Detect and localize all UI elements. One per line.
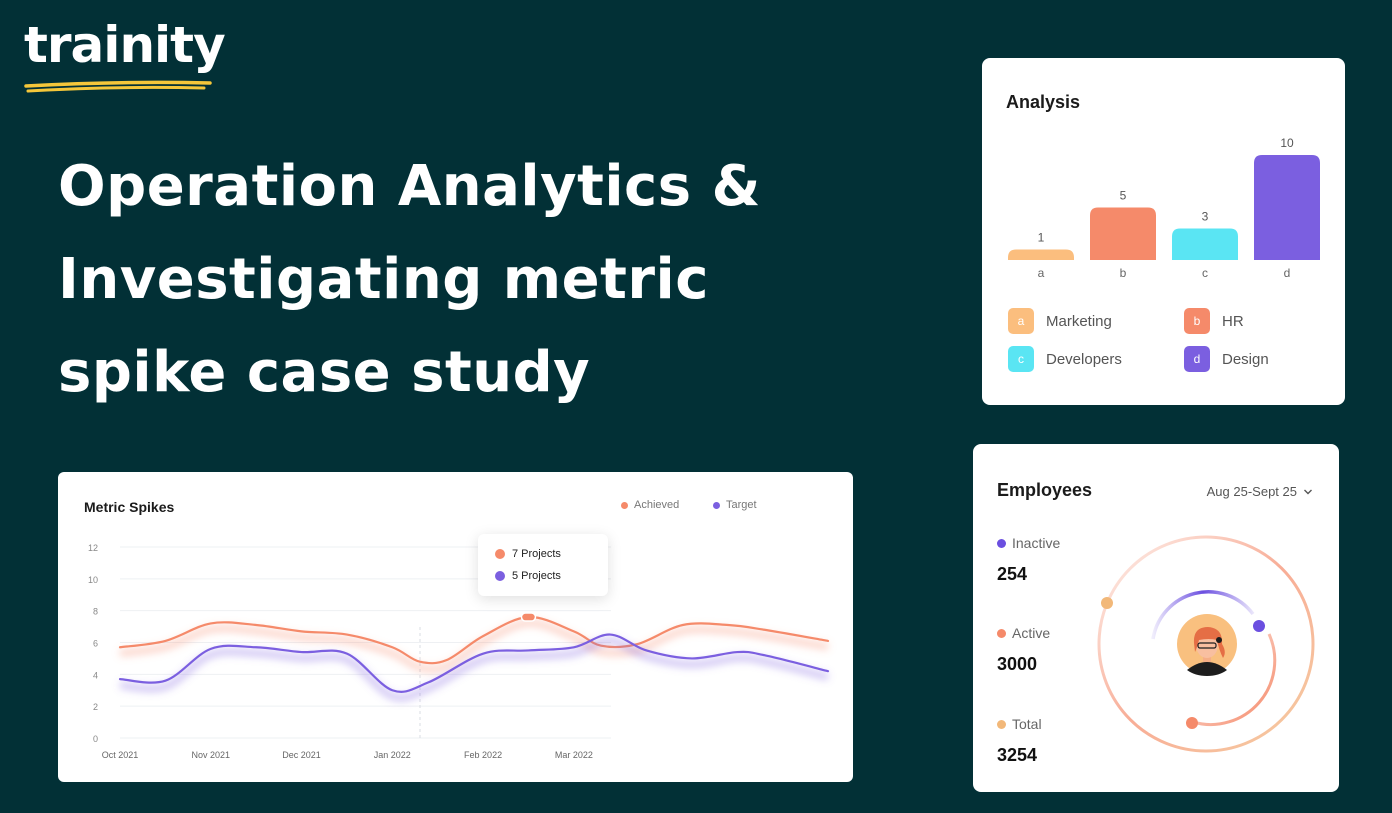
metric-spikes-line-chart: 0 2 4 6 8 10 12 Oct 2021 Nov 2021 Dec 2021 Jan 202… xyxy=(88,543,830,760)
page-headline: Operation Analytics & Investigating metr… xyxy=(58,140,818,419)
legend-label-design: Design xyxy=(1222,350,1269,368)
date-range-dropdown[interactable]: Aug 25-Sept 25 xyxy=(1207,484,1313,499)
metric-spikes-title: Metric Spikes xyxy=(84,499,175,515)
x-tick-label: Dec 2021 xyxy=(282,750,321,760)
bar-category-label: d xyxy=(1284,266,1291,280)
bar-category-label: b xyxy=(1120,266,1127,280)
tooltip-target-text: 5 Projects xyxy=(512,570,561,582)
x-tick-label: Jan 2022 xyxy=(374,750,411,760)
y-tick-label: 2 xyxy=(93,702,98,712)
legend-item-developers: c Developers xyxy=(1008,346,1122,372)
headline-line-3: spike case study xyxy=(58,340,591,405)
bar-b xyxy=(1090,207,1156,260)
y-tick-label: 12 xyxy=(88,543,98,553)
y-tick-label: 8 xyxy=(93,607,98,617)
stat-active-text: Active xyxy=(1012,625,1051,641)
orbit-dot-total xyxy=(1101,597,1113,609)
x-tick-label: Feb 2022 xyxy=(464,750,502,760)
legend-swatch-a: a xyxy=(1008,308,1034,334)
headline-line-1: Operation Analytics & xyxy=(58,154,761,219)
legend-swatch-c: c xyxy=(1008,346,1034,372)
bar-value-label: 1 xyxy=(1038,231,1045,245)
tooltip-achieved-text: 7 Projects xyxy=(512,548,561,560)
highlight-point[interactable] xyxy=(520,612,537,622)
y-tick-label: 0 xyxy=(93,734,98,744)
date-range-value: Aug 25-Sept 25 xyxy=(1206,484,1297,499)
legend-swatch-d: d xyxy=(1184,346,1210,372)
stat-inactive-text: Inactive xyxy=(1012,535,1061,551)
series-line-achieved xyxy=(118,615,830,665)
bar-value-label: 10 xyxy=(1280,136,1294,150)
series-line-target xyxy=(118,633,830,693)
y-tick-label: 4 xyxy=(93,670,98,680)
inner-orbit-arc xyxy=(1151,590,1255,640)
tooltip-row-achieved: 7 Projects xyxy=(495,548,561,560)
legend-item-design: d Design xyxy=(1184,346,1269,372)
brand-name: trainity xyxy=(24,16,226,74)
inactive-dot-icon xyxy=(997,538,1006,548)
analysis-bar-chart: 1 a 5 b 3 c 10 d xyxy=(1008,136,1320,280)
chevron-down-icon xyxy=(1304,489,1312,494)
bar-d xyxy=(1254,155,1320,260)
stat-total-label: Total xyxy=(997,716,1042,732)
legend-item-hr: b HR xyxy=(1184,308,1244,334)
legend-target-label: Target xyxy=(726,499,757,511)
employees-title: Employees xyxy=(997,480,1093,500)
employees-card: Employees Aug 25-Sept 25 Inactive 254 Ac… xyxy=(973,444,1339,792)
stat-total-value: 3254 xyxy=(997,745,1038,765)
orbit-dot-inactive xyxy=(1253,620,1265,632)
tooltip-pointer xyxy=(522,596,535,604)
bar-value-label: 3 xyxy=(1202,210,1209,224)
active-dot-icon xyxy=(997,628,1006,638)
tooltip-row-target: 5 Projects xyxy=(495,570,561,582)
x-tick-label: Nov 2021 xyxy=(192,750,231,760)
bar-category-label: a xyxy=(1038,266,1045,280)
total-dot-icon xyxy=(997,719,1006,729)
bar-category-label: c xyxy=(1202,266,1208,280)
legend-label-hr: HR xyxy=(1222,312,1244,330)
stat-inactive-value: 254 xyxy=(997,564,1028,584)
legend-label-developers: Developers xyxy=(1046,350,1122,368)
stat-active-value: 3000 xyxy=(997,654,1038,674)
bar-value-label: 5 xyxy=(1120,189,1127,203)
bar-c xyxy=(1172,228,1238,260)
headline-line-2: Investigating metric xyxy=(58,247,709,312)
target-dot-icon xyxy=(713,501,720,509)
legend-swatch-b: b xyxy=(1184,308,1210,334)
chart-tooltip: 7 Projects 5 Projects xyxy=(478,534,608,596)
analysis-title: Analysis xyxy=(1006,92,1081,112)
x-tick-label: Mar 2022 xyxy=(555,750,593,760)
analysis-card: Analysis 1 a 5 b 3 c 10 d a Marketing b HR c De… xyxy=(982,58,1345,405)
employees-orbit-graphic xyxy=(1097,535,1315,753)
metric-spikes-card: Metric Spikes Achieved Target 0 2 4 6 8 10 12 O… xyxy=(58,472,853,782)
legend-item-marketing: a Marketing xyxy=(1008,308,1112,334)
y-tick-label: 6 xyxy=(93,639,98,649)
tooltip-target-dot-icon xyxy=(495,571,505,581)
stat-inactive-label: Inactive xyxy=(997,535,1060,551)
bar-a xyxy=(1008,249,1074,260)
series-glow-target xyxy=(119,637,829,702)
outer-orbit-ring xyxy=(1097,535,1315,753)
legend-achieved-label: Achieved xyxy=(634,499,680,511)
stat-active-label: Active xyxy=(997,625,1050,641)
x-tick-label: Oct 2021 xyxy=(102,750,139,760)
logo-underline-stroke xyxy=(24,80,212,93)
y-tick-label: 10 xyxy=(88,575,98,585)
legend-label-marketing: Marketing xyxy=(1046,312,1112,330)
middle-orbit-arc xyxy=(1192,633,1277,726)
legend-achieved: Achieved xyxy=(621,499,679,511)
stat-total-text: Total xyxy=(1012,716,1042,732)
tooltip-achieved-dot-icon xyxy=(495,549,505,559)
series-glow-achieved xyxy=(119,619,829,673)
legend-target: Target xyxy=(713,499,757,511)
achieved-dot-icon xyxy=(621,501,628,509)
avatar xyxy=(1177,614,1237,676)
brand-logo: trainity xyxy=(24,14,226,93)
orbit-dot-active xyxy=(1186,717,1198,729)
